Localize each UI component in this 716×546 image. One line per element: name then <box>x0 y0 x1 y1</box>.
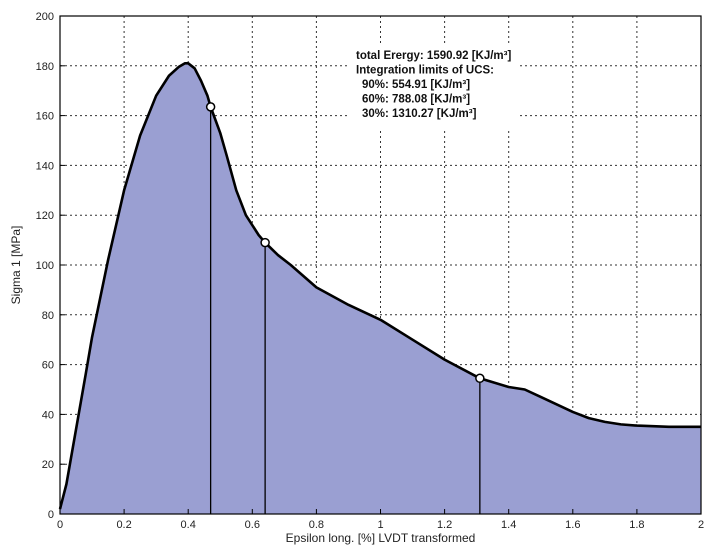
integration-lines <box>209 106 481 514</box>
x-axis-label: Epsilon long. [%] LVDT transformed <box>286 531 476 545</box>
annotation-line: total Erergy: 1590.92 [KJ/m³] <box>356 50 511 62</box>
limit-marker <box>260 237 270 248</box>
energy-area <box>60 63 701 515</box>
y-tick-label: 200 <box>36 11 54 23</box>
y-tick-label: 0 <box>48 509 54 521</box>
x-tick-label: 0.4 <box>181 519 196 531</box>
x-tick-label: 1.6 <box>565 519 580 531</box>
stress-strain-line <box>58 62 701 510</box>
limit-marker <box>205 102 216 112</box>
axes: 0 0.2 0.4 0.6 0.8 1 1.2 1.4 1.6 1.8 20204060801001… <box>36 11 704 531</box>
x-tick-label: 1.8 <box>629 519 644 531</box>
x-tick-label: 1.4 <box>501 519 516 531</box>
annotation-line: 30%: 1310.27 [KJ/m³] <box>362 108 477 120</box>
y-tick-label: 160 <box>36 111 54 123</box>
markers <box>205 102 485 384</box>
x-tick-label: 1.2 <box>437 519 452 531</box>
annotation-line: 60%: 788.08 [KJ/m³] <box>362 94 470 106</box>
x-tick-label: 0.6 <box>245 519 260 531</box>
axes-frame <box>59 15 702 515</box>
y-tick-label: 100 <box>36 260 54 272</box>
x-tick-label: 0.2 <box>116 519 131 531</box>
x-tick-label: 0.8 <box>309 519 324 531</box>
annotation-box: total Erergy: 1590.92 [KJ/m³] Integration… <box>350 44 520 128</box>
y-tick-label: 20 <box>42 459 54 471</box>
x-tick-label: 0 <box>57 519 63 531</box>
y-axis-label: Sigma 1 [MPa] <box>9 226 23 305</box>
plot-area <box>58 62 701 515</box>
y-tick-label: 80 <box>42 310 54 322</box>
y-tick-label: 60 <box>42 360 54 372</box>
annotation-line: Integration limits of UCS: <box>356 65 494 77</box>
y-tick-label: 140 <box>36 160 54 172</box>
y-tick-label: 40 <box>42 409 54 421</box>
limit-marker <box>475 373 485 384</box>
x-tick-label: 1 <box>377 519 383 531</box>
annotation-background <box>350 44 520 128</box>
y-tick-label: 180 <box>36 61 54 73</box>
y-tick-label: 120 <box>36 210 54 222</box>
x-tick-label: 2 <box>698 519 704 531</box>
annotation-line: 90%: 554.91 [KJ/m³] <box>362 79 470 91</box>
